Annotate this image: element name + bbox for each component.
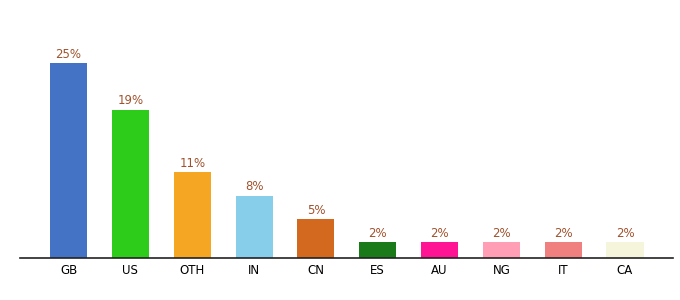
Bar (235, 196, 273, 258)
Text: 2%: 2% (430, 227, 449, 240)
Bar (421, 242, 458, 258)
Bar (483, 242, 520, 258)
Text: 2%: 2% (492, 227, 511, 240)
Bar (173, 172, 211, 258)
Text: 25%: 25% (56, 48, 82, 61)
Text: 2%: 2% (615, 227, 634, 240)
Bar (50, 63, 87, 258)
Bar (359, 242, 396, 258)
Text: 2%: 2% (369, 227, 387, 240)
Text: 11%: 11% (180, 157, 205, 170)
Text: 5%: 5% (307, 204, 325, 217)
Bar (607, 242, 643, 258)
Text: 8%: 8% (245, 180, 263, 193)
Bar (297, 219, 335, 258)
Bar (545, 242, 581, 258)
Text: 2%: 2% (554, 227, 573, 240)
Bar (112, 110, 149, 258)
Text: 19%: 19% (118, 94, 143, 107)
